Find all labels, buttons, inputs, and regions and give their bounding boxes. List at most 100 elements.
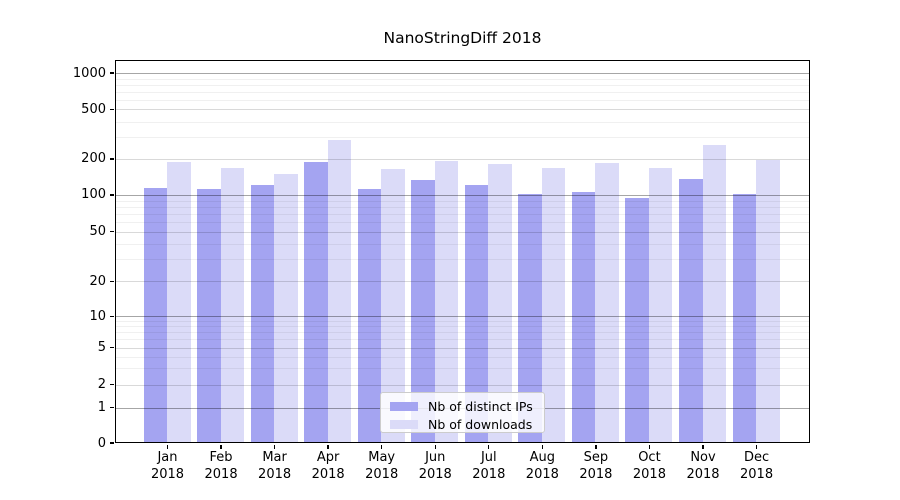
chart-title: NanoStringDiff 2018 xyxy=(383,29,542,47)
legend-label-downloads: Nb of downloads xyxy=(428,417,533,432)
bar-downloads-jan xyxy=(167,161,191,442)
bar-downloads-nov xyxy=(702,144,726,442)
y-tick-mark-1 xyxy=(110,406,114,409)
x-tick-label-jun: Jun 2018 xyxy=(418,450,452,482)
gridline-50 xyxy=(116,231,809,233)
bar-downloads-dec xyxy=(756,160,780,442)
minor-gridline-600 xyxy=(116,99,809,101)
minor-gridline-80 xyxy=(116,206,809,208)
x-tick-mark-apr xyxy=(327,444,329,449)
legend-swatch-distinct-ips xyxy=(390,402,418,411)
y-tick-mark-5 xyxy=(110,346,114,349)
minor-gridline-4 xyxy=(116,356,809,358)
x-tick-mark-feb xyxy=(220,444,222,449)
minor-gridline-30 xyxy=(116,259,809,261)
x-tick-mark-jun xyxy=(434,444,436,449)
bar-downloads-mar xyxy=(274,174,298,442)
minor-gridline-700 xyxy=(116,91,809,93)
y-tick-label-1000: 1000 xyxy=(72,65,106,81)
minor-gridline-900 xyxy=(116,78,809,80)
minor-gridline-8 xyxy=(116,326,809,328)
x-tick-label-nov: Nov 2018 xyxy=(686,450,720,482)
x-tick-mark-oct xyxy=(648,444,651,449)
x-tick-label-apr: Apr 2018 xyxy=(311,450,345,482)
x-tick-label-jul: Jul 2018 xyxy=(472,450,506,482)
legend-item-distinct-ips: Nb of distinct IPs xyxy=(390,399,544,414)
gridline-10 xyxy=(116,316,809,318)
x-tick-label-mar: Mar 2018 xyxy=(258,450,292,482)
y-tick-mark-50 xyxy=(110,230,114,233)
minor-gridline-300 xyxy=(116,137,809,139)
y-tick-label-100: 100 xyxy=(81,187,106,203)
x-tick-mark-nov xyxy=(702,444,704,449)
bar-distinct-ips-may xyxy=(357,189,382,442)
y-tick-label-50: 50 xyxy=(89,224,106,239)
y-tick-mark-0 xyxy=(110,442,114,444)
minor-gridline-6 xyxy=(116,339,809,341)
y-tick-mark-2 xyxy=(110,383,114,386)
gridline-5 xyxy=(116,347,809,349)
bar-downloads-oct xyxy=(648,167,673,442)
gridline-1000 xyxy=(116,73,809,74)
bar-downloads-apr xyxy=(327,139,352,442)
y-tick-label-1: 1 xyxy=(97,400,106,416)
y-tick-label-2: 2 xyxy=(97,377,106,392)
gridline-100 xyxy=(116,194,809,196)
legend-item-downloads: Nb of downloads xyxy=(390,417,544,432)
y-tick-label-200: 200 xyxy=(81,151,106,167)
bar-distinct-ips-apr xyxy=(304,161,328,442)
y-tick-label-5: 5 xyxy=(97,340,106,355)
x-tick-mark-sep xyxy=(595,444,597,449)
gridline-200 xyxy=(116,158,809,160)
legend-swatch-downloads xyxy=(390,420,418,429)
x-tick-label-aug: Aug 2018 xyxy=(525,450,559,482)
y-tick-label-0: 0 xyxy=(97,435,106,451)
bar-downloads-aug xyxy=(541,168,566,442)
y-tick-label-10: 10 xyxy=(89,308,106,324)
minor-gridline-800 xyxy=(116,84,809,86)
x-tick-mark-may xyxy=(381,444,383,449)
x-tick-label-dec: Dec 2018 xyxy=(740,450,774,482)
legend-label-distinct-ips: Nb of distinct IPs xyxy=(428,399,533,414)
x-tick-mark-jul xyxy=(488,444,490,449)
x-tick-mark-aug xyxy=(541,444,544,449)
bar-distinct-ips-aug xyxy=(518,193,542,442)
bar-distinct-ips-nov xyxy=(679,179,703,442)
y-tick-label-500: 500 xyxy=(81,101,106,117)
x-tick-label-oct: Oct 2018 xyxy=(632,450,666,482)
minor-gridline-60 xyxy=(116,221,809,223)
minor-gridline-400 xyxy=(116,121,809,123)
bar-distinct-ips-sep xyxy=(571,191,596,442)
gridline-500 xyxy=(116,109,809,111)
legend: Nb of distinct IPs Nb of downloads xyxy=(380,392,545,433)
x-tick-label-jan: Jan 2018 xyxy=(150,450,185,482)
bar-distinct-ips-jan xyxy=(143,188,167,442)
y-tick-mark-20 xyxy=(110,280,114,283)
x-tick-label-sep: Sep 2018 xyxy=(579,450,613,482)
bar-downloads-jun xyxy=(434,161,459,442)
y-tick-mark-200 xyxy=(110,158,114,160)
x-tick-label-may: May 2018 xyxy=(365,450,399,482)
minor-gridline-70 xyxy=(116,213,809,215)
y-tick-mark-100 xyxy=(110,194,114,196)
bar-distinct-ips-dec xyxy=(732,194,757,442)
x-tick-label-feb: Feb 2018 xyxy=(204,450,238,482)
bar-distinct-ips-jun xyxy=(411,179,435,442)
plot-area xyxy=(115,60,810,443)
bar-downloads-jul xyxy=(488,164,512,442)
bar-distinct-ips-oct xyxy=(625,198,649,442)
minor-gridline-3 xyxy=(116,368,809,370)
bar-downloads-may xyxy=(381,169,405,442)
y-tick-mark-1000 xyxy=(110,72,114,74)
y-tick-mark-10 xyxy=(110,315,114,318)
minor-gridline-9 xyxy=(116,321,809,323)
x-tick-mark-dec xyxy=(755,444,758,449)
gridline-20 xyxy=(116,281,809,283)
minor-gridline-40 xyxy=(116,243,809,245)
bar-downloads-feb xyxy=(220,168,245,442)
bar-distinct-ips-jul xyxy=(464,185,489,442)
bar-downloads-sep xyxy=(595,162,619,442)
minor-gridline-7 xyxy=(116,332,809,334)
bar-distinct-ips-mar xyxy=(250,185,275,442)
